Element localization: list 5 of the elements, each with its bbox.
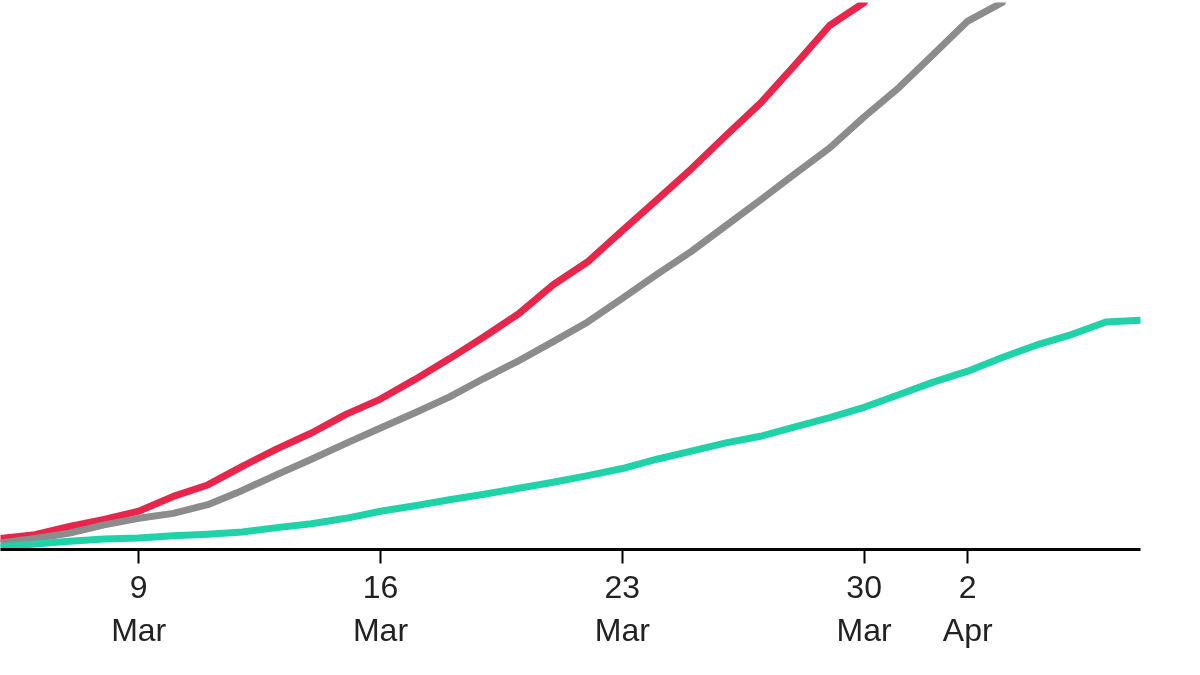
x-tick-label: 16 Mar (352, 568, 409, 648)
x-tick-label: 30 Mar (836, 568, 893, 648)
x-tick-label: 9 Mar (111, 568, 167, 648)
x-tick-label: 23 Mar (594, 568, 651, 648)
x-tick-label: 2 Apr (942, 568, 994, 648)
